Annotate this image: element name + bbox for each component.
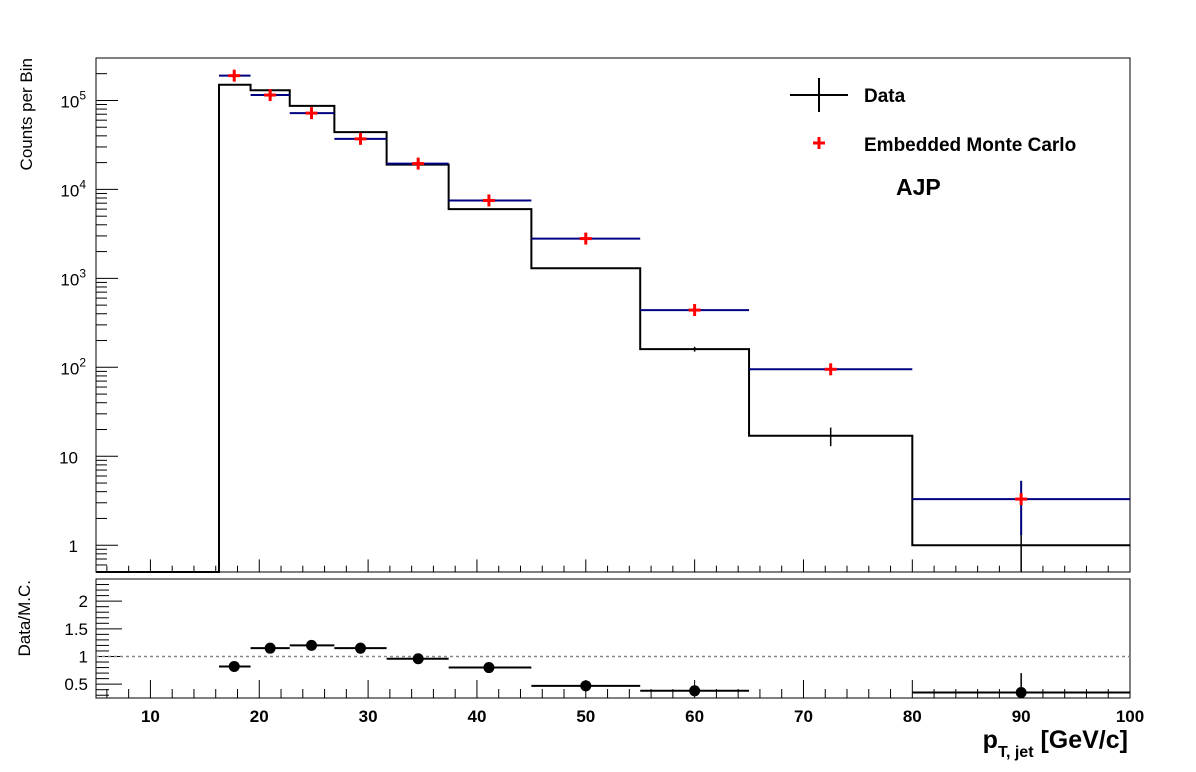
x-axis-label: pT, jet [GeV/c] (983, 726, 1128, 761)
x-tick-label: 20 (250, 707, 269, 726)
bottom-y-tick-label: 1 (79, 647, 88, 666)
ratio-point (264, 642, 276, 654)
spectrum-panel: 1 10 102 103 104 105 (59, 57, 1131, 573)
top-y-axis-label: Counts per Bin (17, 58, 36, 170)
legend-data-label: Data (864, 86, 906, 107)
top-y-tick-label: 105 (60, 88, 86, 111)
legend-mc-label: Embedded Monte Carlo (864, 135, 1076, 156)
annotation-label: AJP (896, 174, 941, 200)
bottom-y-tick-label: 1.5 (64, 620, 88, 639)
legend: Data Embedded Monte Carlo (790, 78, 1076, 156)
ratio-panel: 10 20 30 40 50 60 70 80 90 100 0.5 1 1.5 2 (64, 578, 1144, 726)
x-tick-label: 30 (359, 707, 378, 726)
top-frame (95, 57, 1131, 573)
x-tick-label: 90 (1012, 707, 1031, 726)
ratio-point (412, 653, 424, 665)
top-y-tick-label: 103 (60, 266, 86, 289)
top-y-tick-label: 1 (69, 537, 78, 556)
bottom-y-tick-label: 2 (79, 592, 88, 611)
x-tick-label: 70 (794, 707, 813, 726)
x-tick-label: 40 (467, 707, 486, 726)
top-y-tick-label: 102 (60, 355, 86, 378)
ratio-point (354, 642, 366, 654)
top-y-tick-label: 104 (60, 177, 86, 200)
bottom-y-axis-label: Data/M.C. (15, 580, 34, 657)
ratio-point (689, 685, 701, 697)
x-tick-label: 10 (141, 707, 160, 726)
top-y-tick-label: 10 (59, 448, 78, 467)
ratio-point (306, 639, 318, 651)
x-tick-label: 100 (1116, 707, 1144, 726)
x-tick-label: 80 (903, 707, 922, 726)
ratio-point (228, 660, 240, 672)
ratio-point (1015, 686, 1027, 698)
bottom-y-tick-label: 0.5 (64, 675, 88, 694)
ratio-point (580, 680, 592, 692)
x-tick-label: 50 (576, 707, 595, 726)
ratio-point (483, 662, 495, 674)
x-tick-label: 60 (685, 707, 704, 726)
bottom-frame (95, 578, 1131, 699)
